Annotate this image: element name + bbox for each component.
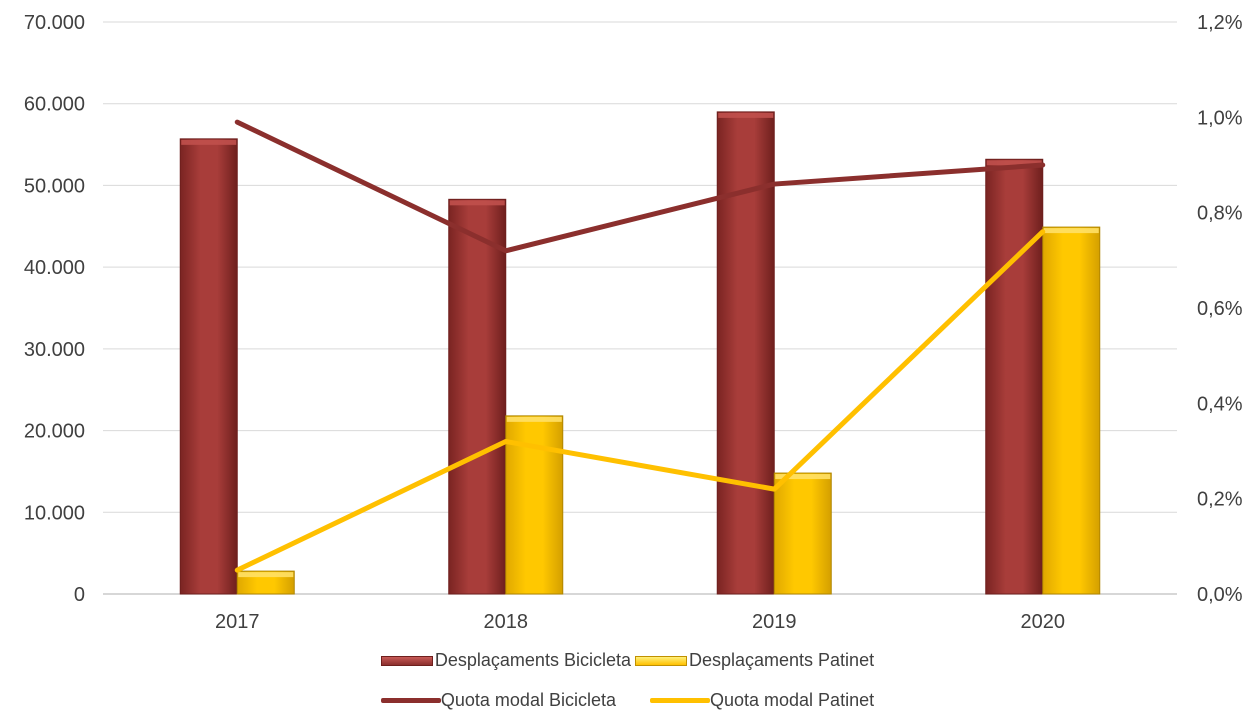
y-right-tick-label: 0,4% bbox=[1197, 393, 1243, 415]
bar-bike-highlight bbox=[986, 160, 1042, 166]
legend-item-scooter-trips: Desplaçaments Patinet bbox=[634, 650, 875, 671]
legend-item-bike-share: Quota modal Bicicleta bbox=[380, 690, 616, 711]
y-left-tick-label: 50.000 bbox=[24, 175, 85, 197]
bar-bike-highlight bbox=[181, 139, 237, 145]
y-right-tick-label: 0,2% bbox=[1197, 489, 1243, 511]
y-right-tick-label: 0,0% bbox=[1197, 584, 1243, 606]
bar-scooter-highlight bbox=[506, 416, 562, 422]
bar-bike-highlight bbox=[449, 200, 505, 206]
legend-label-bike-trips: Desplaçaments Bicicleta bbox=[434, 650, 631, 670]
legend-label-bike-share: Quota modal Bicicleta bbox=[440, 690, 616, 710]
bar-scooter-highlight bbox=[775, 474, 831, 480]
bar-scooter-highlight bbox=[1043, 228, 1099, 234]
bar-bike bbox=[985, 158, 1044, 595]
legend-label-scooter-share: Quota modal Patinet bbox=[709, 690, 875, 710]
legend-swatch-scooter-line bbox=[649, 698, 710, 703]
bar-bike-highlight bbox=[718, 112, 774, 118]
y-left-tick-label: 60.000 bbox=[24, 94, 85, 116]
bar-scooter-highlight bbox=[238, 572, 294, 578]
bar-scooter bbox=[1042, 226, 1101, 595]
bar-scooter bbox=[773, 472, 832, 595]
line-scooter-share bbox=[234, 229, 1046, 573]
x-tick-label: 2017 bbox=[215, 611, 260, 633]
legend-row-lines: Quota modal Bicicleta Quota modal Patine… bbox=[0, 690, 1255, 711]
legend-item-scooter-share: Quota modal Patinet bbox=[649, 690, 875, 711]
legend-swatch-bike-line bbox=[380, 698, 441, 703]
x-tick-label: 2020 bbox=[1021, 611, 1066, 633]
gridlines bbox=[103, 21, 1177, 513]
y-left-tick-label: 10.000 bbox=[24, 502, 85, 524]
legend-row-bars: Desplaçaments Bicicleta Desplaçaments Pa… bbox=[0, 650, 1255, 671]
y-right-tick-label: 0,8% bbox=[1197, 203, 1243, 225]
bar-bike bbox=[179, 138, 238, 595]
legend-label-scooter-trips: Desplaçaments Patinet bbox=[688, 650, 875, 670]
bars bbox=[179, 111, 1101, 595]
line-bike-share bbox=[234, 119, 1046, 254]
legend-item-bike-trips: Desplaçaments Bicicleta bbox=[380, 650, 631, 671]
bar-bike bbox=[448, 198, 507, 595]
y-right-tick-label: 0,6% bbox=[1197, 298, 1243, 320]
y-left-tick-label: 70.000 bbox=[24, 12, 85, 34]
lines bbox=[234, 119, 1046, 573]
y-left-tick-label: 20.000 bbox=[24, 421, 85, 443]
x-tick-label: 2019 bbox=[752, 611, 797, 633]
axes: 0 10.000 20.000 30.000 40.000 50.000 60.000 70.… bbox=[24, 12, 1243, 633]
y-right-tick-label: 1,2% bbox=[1197, 12, 1243, 34]
x-tick-label: 2018 bbox=[484, 611, 529, 633]
legend-swatch-scooter-bar bbox=[634, 655, 687, 666]
y-left-tick-label: 0 bbox=[74, 584, 85, 606]
y-right-tick-label: 1,0% bbox=[1197, 107, 1243, 129]
y-left-tick-label: 30.000 bbox=[24, 339, 85, 361]
y-left-tick-label: 40.000 bbox=[24, 257, 85, 279]
legend-swatch-bike-bar bbox=[380, 655, 433, 666]
